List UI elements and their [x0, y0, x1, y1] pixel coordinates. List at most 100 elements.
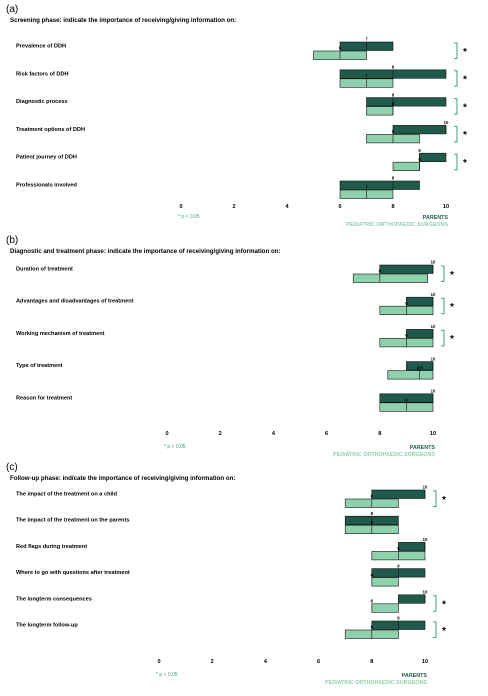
bar-parents	[398, 594, 426, 604]
median-label-parents: 8	[392, 65, 395, 70]
median-label-surgeons: 7	[365, 74, 368, 79]
bar-surgeons	[387, 370, 434, 380]
bar-surgeons	[366, 106, 394, 116]
category-label: Type of treatment	[16, 363, 63, 369]
x-tick-label: 8	[370, 659, 373, 665]
x-tick-label: 10	[422, 659, 428, 665]
panel-title: Diagnostic and treatment phase: indicate…	[10, 248, 281, 255]
x-tick-label: 0	[157, 659, 160, 665]
median-label-surgeons: 8	[371, 625, 374, 630]
median-label-parents: 8	[392, 176, 395, 181]
median-label-surgeons: 8	[392, 129, 395, 134]
x-tick-label: 4	[272, 431, 276, 437]
significance-bracket	[454, 153, 458, 171]
median-label-parents: 10	[444, 120, 449, 125]
category-label: Patient journey of DDH	[16, 155, 77, 161]
significance-note: * p < 0.05	[178, 214, 200, 220]
median-label-parents: 10	[431, 292, 436, 297]
median-label-surgeons: 8	[371, 494, 374, 499]
significance-star: *	[463, 130, 467, 141]
significance-star: *	[450, 270, 454, 281]
x-tick-label: 4	[264, 659, 268, 665]
significance-star: *	[463, 47, 467, 58]
bar-surgeons	[392, 161, 420, 171]
category-label: The longterm consequences	[16, 596, 92, 602]
significance-note: * p < 0.05	[164, 444, 186, 450]
bar-parents	[419, 152, 447, 162]
panel-title: Screening phase: indicate the importance…	[10, 17, 236, 24]
median-label-surgeons: 8	[371, 572, 374, 577]
x-tick-label: 6	[325, 431, 328, 437]
category-label: Prevalence of DDH	[16, 44, 66, 50]
median-label-parents: 9	[418, 148, 421, 153]
x-tick-label: 8	[378, 431, 381, 437]
median-label-surgeons: 8	[379, 269, 382, 274]
bar-parents	[392, 125, 447, 135]
panel-label: (a)	[6, 4, 18, 15]
x-tick-label: 0	[179, 204, 182, 210]
category-label: Working mechanism of treatment	[16, 331, 105, 337]
x-tick-label: 2	[211, 659, 214, 665]
x-tick-label: 6	[317, 659, 320, 665]
legend-parents: PARENTS	[402, 673, 428, 679]
x-tick-label: 8	[391, 204, 394, 210]
category-label: Where to go with questions after treatme…	[16, 570, 130, 576]
significance-bracket	[454, 70, 458, 87]
significance-star: *	[442, 495, 446, 506]
bar-parents	[379, 264, 434, 274]
median-label-parents: 10	[431, 260, 436, 265]
median-label-surgeons: 9	[405, 398, 408, 403]
median-label-parents: 10	[423, 485, 428, 490]
significance-bracket	[433, 595, 437, 612]
bar-parents	[406, 329, 434, 339]
x-tick-label: 10	[443, 204, 449, 210]
legend-surgeons: PEDIATRIC ORTHOPAEDIC SURGEONS	[325, 680, 427, 686]
category-label: Duration of treatment	[16, 267, 73, 273]
category-label: Professionals involved	[16, 183, 78, 189]
median-label-parents: 8	[371, 511, 374, 516]
category-label: Diagnostic process	[16, 99, 68, 105]
category-label: The longterm follow-up	[16, 623, 78, 629]
median-label-surgeons: 8	[392, 101, 395, 106]
median-label-parents: 10	[431, 324, 436, 329]
category-label: Risk factors of DDH	[16, 71, 69, 77]
x-tick-label: 0	[165, 431, 168, 437]
median-label-parents: 10	[423, 590, 428, 595]
category-label: Advantages and disadvantages of treatmen…	[16, 299, 134, 305]
category-label: Reason for treatment	[16, 395, 72, 401]
median-label-parents: 9	[397, 616, 400, 621]
x-tick-label: 4	[285, 204, 289, 210]
median-label-surgeons: 7	[365, 185, 368, 190]
significance-bracket	[441, 265, 445, 282]
median-label-parents: 10	[431, 356, 436, 361]
significance-bracket	[433, 621, 437, 638]
significance-star: *	[463, 75, 467, 86]
significance-bracket	[454, 98, 458, 115]
significance-star: *	[450, 302, 454, 313]
significance-note: * p < 0.05	[156, 672, 178, 678]
x-tick-label: 6	[338, 204, 341, 210]
category-label: The impact of the treatment on the paren…	[16, 518, 129, 524]
significance-bracket	[441, 297, 445, 315]
panel-label: (b)	[6, 235, 18, 246]
median-label-surgeons: 9.5	[417, 365, 423, 370]
x-tick-label: 2	[232, 204, 235, 210]
median-label-surgeons: 9	[405, 333, 408, 338]
bar-parents	[398, 542, 426, 552]
panel-title: Follow-up phase: indicate the importance…	[10, 475, 236, 482]
legend-surgeons: PEDIATRIC ORTHOPAEDIC SURGEONS	[333, 452, 435, 458]
median-label-surgeons: 8	[371, 599, 374, 604]
median-label-parents: 8	[392, 92, 395, 97]
legend-parents: PARENTS	[423, 215, 449, 221]
significance-bracket	[454, 125, 458, 143]
bar-surgeons	[371, 603, 399, 613]
significance-star: *	[463, 158, 467, 169]
bar-surgeons	[352, 273, 428, 283]
median-label-surgeons: 9	[418, 157, 421, 162]
median-label-surgeons: 8	[371, 520, 374, 525]
bar-parents	[371, 489, 426, 499]
x-tick-label: 10	[430, 431, 436, 437]
median-label-surgeons: 9	[397, 546, 400, 551]
significance-star: *	[463, 102, 467, 113]
bar-parents	[339, 180, 420, 190]
